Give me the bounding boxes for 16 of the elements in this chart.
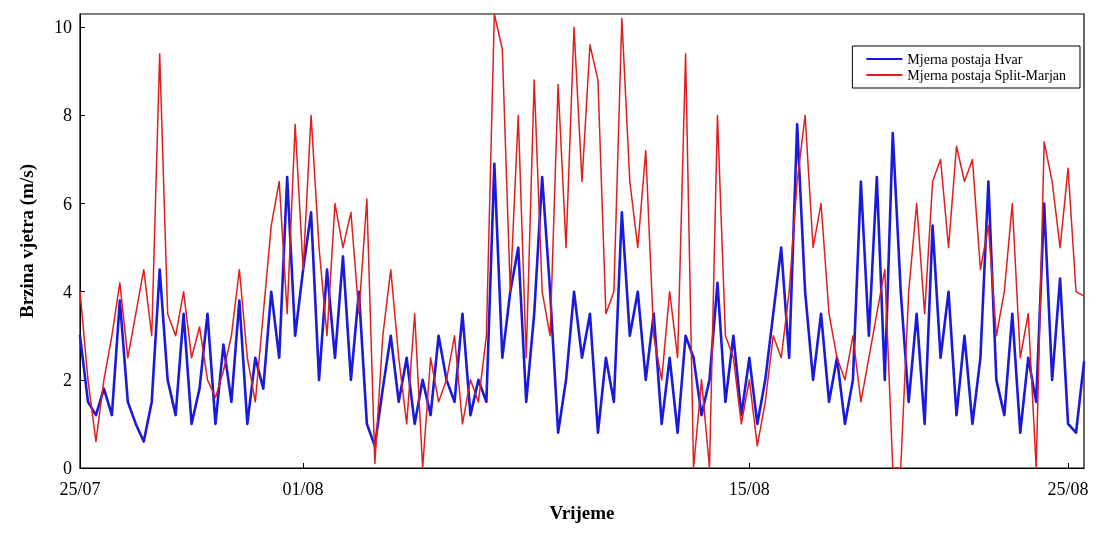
y-tick-label: 4 (63, 281, 72, 302)
legend-label: Mjerna postaja Hvar (907, 51, 1023, 67)
x-tick-label: 25/08 (1047, 479, 1089, 499)
y-tick-label: 2 (63, 369, 72, 390)
y-tick-label: 10 (54, 17, 72, 38)
y-axis-title: Brzina vjetra (m/s) (16, 163, 38, 319)
y-tick-label: 0 (63, 458, 72, 478)
legend-label: Mjerna postaja Split-Marjan (907, 67, 1067, 83)
y-tick-label: 8 (63, 105, 72, 126)
y-tick-label: 6 (63, 193, 72, 214)
x-tick-label: 25/07 (59, 479, 101, 499)
x-tick-label: 15/08 (728, 479, 770, 499)
x-axis-title: Vrijeme (549, 501, 615, 523)
line-series (78, 122, 1086, 448)
x-tick-label: 01/08 (282, 479, 324, 499)
line-series (79, 13, 1085, 469)
